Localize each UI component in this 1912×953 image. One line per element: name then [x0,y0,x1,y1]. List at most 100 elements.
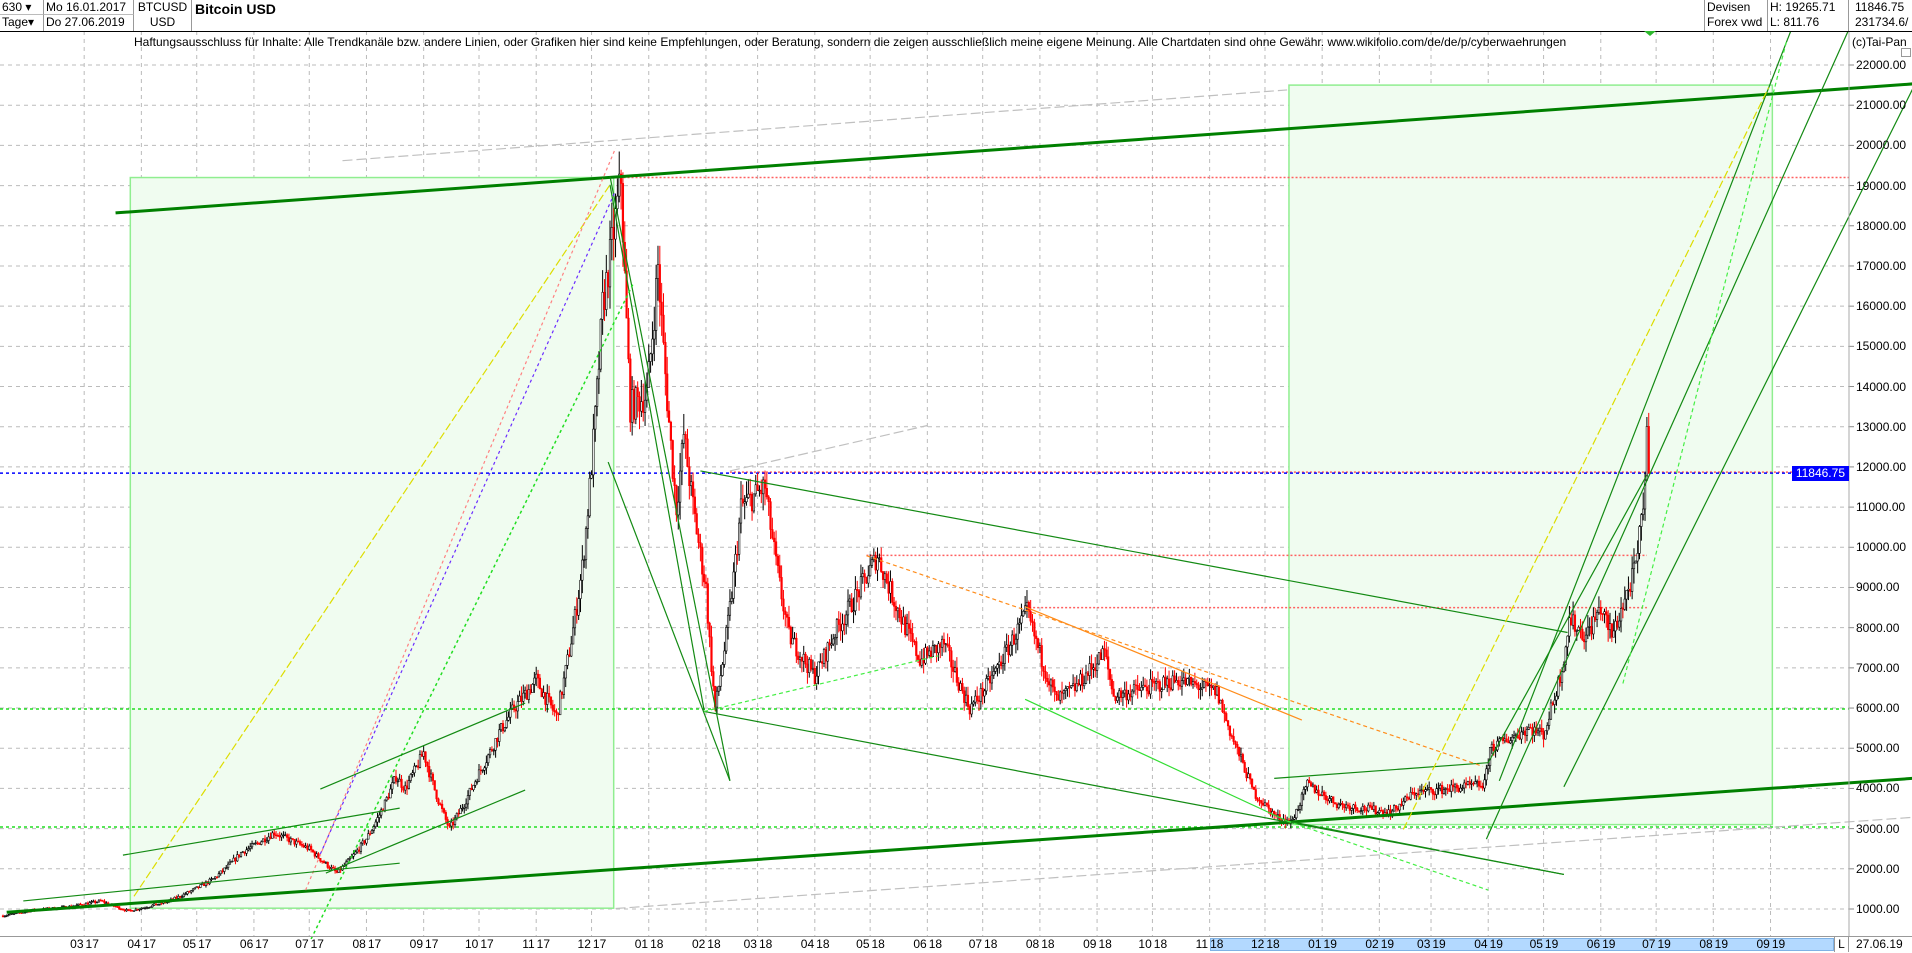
candle-body [688,466,691,487]
candle-body [90,901,93,903]
candle-body [642,401,645,413]
candle-body [1149,678,1152,695]
candle-body [496,737,499,742]
candle-body [540,688,543,698]
y-tick-label: 22000.00 [1856,58,1907,72]
candle-body [180,896,184,898]
candle-body [348,857,351,860]
candle-body [1446,788,1449,791]
candle-body [488,749,492,756]
candle-body [88,902,91,905]
candle-body [1524,730,1527,736]
candle-body [291,838,294,840]
trendlines[interactable] [6,2,1912,940]
candle-body [1053,686,1056,692]
y-tick-label: 5000.00 [1856,741,1900,756]
candle-body [1007,644,1010,656]
candle-body [1548,718,1551,726]
candle-body [1607,614,1610,631]
candle-body [952,666,955,672]
candle-body [123,909,126,912]
candle-body [433,780,436,791]
candle-body [1243,762,1246,773]
time-range-band[interactable] [1209,938,1834,951]
trendline-thick [6,776,1912,914]
candle-body [1402,800,1405,806]
candle-body [1000,661,1003,667]
candle-body [894,605,898,612]
candle-body [1138,689,1141,691]
candle-body [1627,588,1630,591]
candle-body [1035,635,1038,639]
start-date[interactable]: Mo 16.01.2017 [44,0,134,15]
y-tick-label: 12000.00 [1856,459,1907,474]
x-tick-year: 17 [310,937,324,951]
candle-body [579,579,582,599]
candle-body [97,899,101,903]
candle-body [885,573,888,583]
trendline-lightgreen-dash [703,655,939,713]
candle-body [1099,652,1102,661]
bars-count-select[interactable]: 630 ▾ [0,0,44,15]
candle-body [1031,620,1034,623]
candle-body [1546,725,1549,732]
candle-body [210,878,213,880]
candle-body [1247,773,1250,779]
x-tick-month: 10 [1138,937,1152,951]
period-select[interactable]: Tage▾ [0,15,44,31]
candle-body [1236,744,1239,748]
candle-body [1529,726,1532,729]
candle-body [1540,727,1543,732]
candle-body [1335,803,1339,809]
candle-body [1302,789,1305,795]
y-tick-label: 9000.00 [1856,580,1900,595]
candle-body [238,854,241,857]
candle-body [1125,689,1128,701]
candle-body [1060,691,1064,694]
candle-body [1363,806,1366,811]
candle-body [1276,814,1279,817]
candle-body [252,843,256,845]
candle-body [1588,626,1591,628]
candle-body [697,533,700,543]
end-date[interactable]: Do 27.06.2019 [44,15,134,31]
candle-body [514,709,518,712]
candle-body [1086,672,1089,676]
candle-body [1559,676,1562,683]
candle-body [664,342,667,375]
candle-body [1083,683,1086,687]
candle-body [581,559,584,581]
candle-body [614,208,617,240]
candle-body [712,671,715,687]
candle-body [1158,681,1161,692]
candle-body [795,637,798,657]
candle-body [1476,780,1479,783]
trendline-lightgreen [1024,698,1288,822]
axis-mode-button[interactable]: L [1834,936,1849,952]
candle-body [798,656,802,660]
candle-body [640,401,643,412]
y-tick-label: 2000.00 [1856,861,1900,876]
candle-body [905,623,909,635]
x-tick-month: 11 [1195,937,1209,951]
candle-body [378,814,381,818]
candle-body [1175,680,1178,683]
candle-body [1645,426,1648,481]
candle-body [1250,778,1254,788]
candle-body [391,782,394,790]
candle-body [1291,819,1294,821]
candle-body [1509,740,1512,744]
candle-body [994,667,997,672]
candle-body [1214,685,1217,696]
candle-body [979,688,982,702]
candle-body [778,565,781,578]
candle-body [20,912,23,914]
candle-body [1577,626,1580,631]
candle-body [1190,676,1193,685]
minimize-icon[interactable] [1901,48,1911,57]
x-tick-label: 01 18 [635,937,664,951]
candle-body [859,576,863,598]
candle-body [1226,720,1230,727]
candle-body [583,559,586,561]
